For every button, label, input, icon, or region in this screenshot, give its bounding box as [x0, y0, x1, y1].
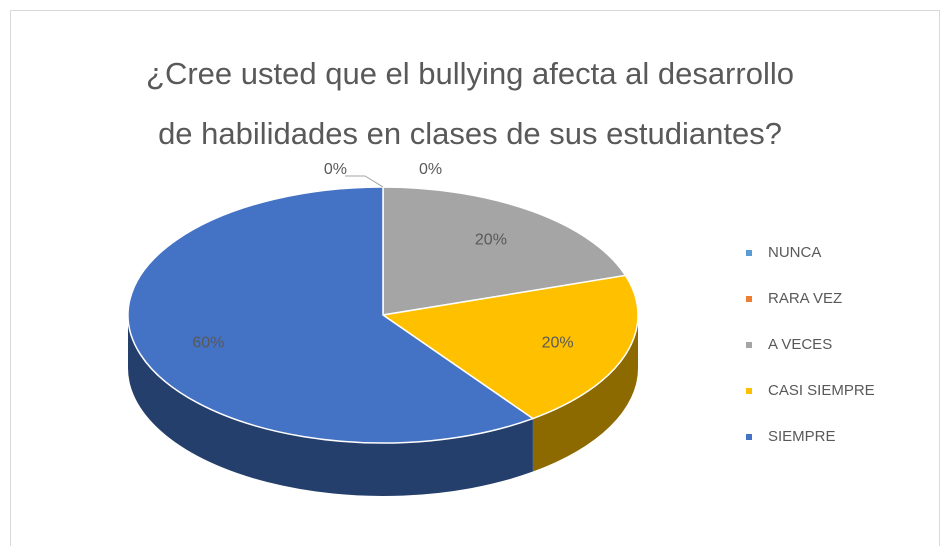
chart-title: ¿Cree usted que el bullying afecta al de… [146, 56, 794, 91]
legend-label: NUNCA [768, 244, 821, 261]
legend-label: RARA VEZ [768, 290, 842, 307]
legend-swatch [746, 388, 752, 394]
pie-side [128, 315, 533, 497]
data-label: 0% [324, 161, 347, 178]
legend-label: CASI SIEMPRE [768, 382, 875, 399]
chart-title: de habilidades en clases de sus estudian… [158, 116, 782, 151]
data-label: 20% [542, 335, 574, 352]
legend-label: A VECES [768, 336, 832, 353]
data-label: 20% [475, 232, 507, 249]
legend-label: SIEMPRE [768, 428, 836, 445]
pie-slice [127, 186, 535, 444]
leader-line [345, 175, 384, 188]
data-label: 60% [192, 335, 224, 352]
data-label: 0% [419, 161, 442, 178]
legend-swatch [746, 434, 752, 440]
pie-slice [381, 274, 639, 420]
legend-swatch [746, 296, 752, 302]
legend-swatch [746, 250, 752, 256]
legend-swatch [746, 342, 752, 348]
pie-slice [382, 186, 627, 316]
